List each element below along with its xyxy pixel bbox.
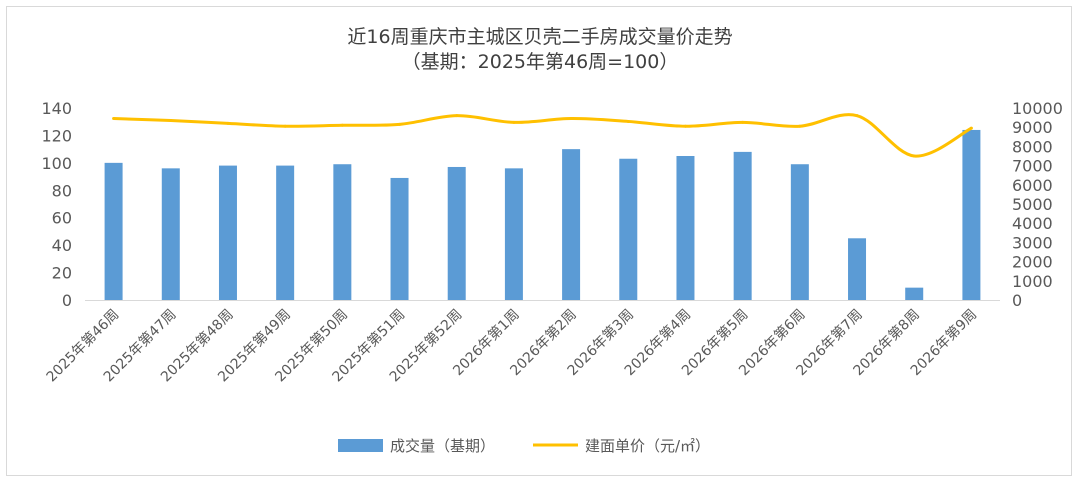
y-right-tick-label: 1000 xyxy=(1012,272,1053,291)
bar xyxy=(676,156,695,300)
chart-title: 近16周重庆市主城区贝壳二手房成交量价走势 xyxy=(347,26,732,48)
y-left-tick-label: 20 xyxy=(52,264,72,283)
price-point xyxy=(512,120,516,124)
chart-subtitle: （基期：2025年第46周=100） xyxy=(402,51,679,73)
bar xyxy=(619,158,638,300)
bar xyxy=(733,151,752,300)
price-point xyxy=(340,123,344,127)
bar xyxy=(562,149,581,300)
price-point xyxy=(969,126,973,130)
y-right-tick-label: 5000 xyxy=(1012,195,1053,214)
y-left-tick-label: 40 xyxy=(52,236,72,255)
y-right-tick-label: 6000 xyxy=(1012,176,1053,195)
plot-area: 0204060801001201400100020003000400050006… xyxy=(41,99,1062,385)
y-left-tick-label: 100 xyxy=(41,154,72,173)
y-right-tick-label: 4000 xyxy=(1012,214,1053,233)
legend-bar-label: 成交量（基期） xyxy=(390,437,495,455)
bar xyxy=(848,238,867,300)
price-point xyxy=(798,124,802,128)
price-point xyxy=(112,117,116,121)
y-right-tick-label: 0 xyxy=(1012,291,1022,310)
bar xyxy=(390,177,409,300)
price-line xyxy=(113,113,973,158)
bar xyxy=(104,162,123,300)
y-right-tick-label: 10000 xyxy=(1012,99,1063,118)
legend: 成交量（基期） 建面单价（元/㎡） xyxy=(338,437,710,455)
bar xyxy=(905,287,924,300)
y-left-tick-label: 120 xyxy=(41,126,72,145)
price-point xyxy=(741,120,745,124)
price-point xyxy=(683,124,687,128)
bar xyxy=(218,165,237,300)
y-left-tick-label: 80 xyxy=(52,181,72,200)
y-right-tick-label: 9000 xyxy=(1012,118,1053,137)
price-point xyxy=(169,118,173,122)
y-right-tick-label: 7000 xyxy=(1012,157,1053,176)
bar xyxy=(161,168,180,300)
y-right-tick-label: 3000 xyxy=(1012,233,1053,252)
price-point xyxy=(226,121,230,125)
y-left-tick-label: 60 xyxy=(52,209,72,228)
price-point xyxy=(626,119,630,123)
bar xyxy=(790,164,809,300)
price-point xyxy=(455,114,459,118)
bar xyxy=(504,168,523,300)
price-point xyxy=(398,122,402,126)
y-left-tick-label: 0 xyxy=(62,291,72,310)
bar xyxy=(333,164,352,300)
chart-frame xyxy=(6,6,1072,476)
price-point xyxy=(912,154,916,158)
legend-line-label: 建面单价（元/㎡） xyxy=(585,437,710,455)
y-right-tick-label: 2000 xyxy=(1012,253,1053,272)
legend-bar-swatch xyxy=(338,439,383,452)
price-point xyxy=(569,117,573,121)
bar xyxy=(276,165,295,300)
bar xyxy=(447,166,466,300)
y-right-tick-label: 8000 xyxy=(1012,137,1053,156)
y-left-tick-label: 140 xyxy=(41,99,72,118)
price-point xyxy=(855,114,859,118)
bar xyxy=(962,129,981,300)
price-point xyxy=(283,124,287,128)
